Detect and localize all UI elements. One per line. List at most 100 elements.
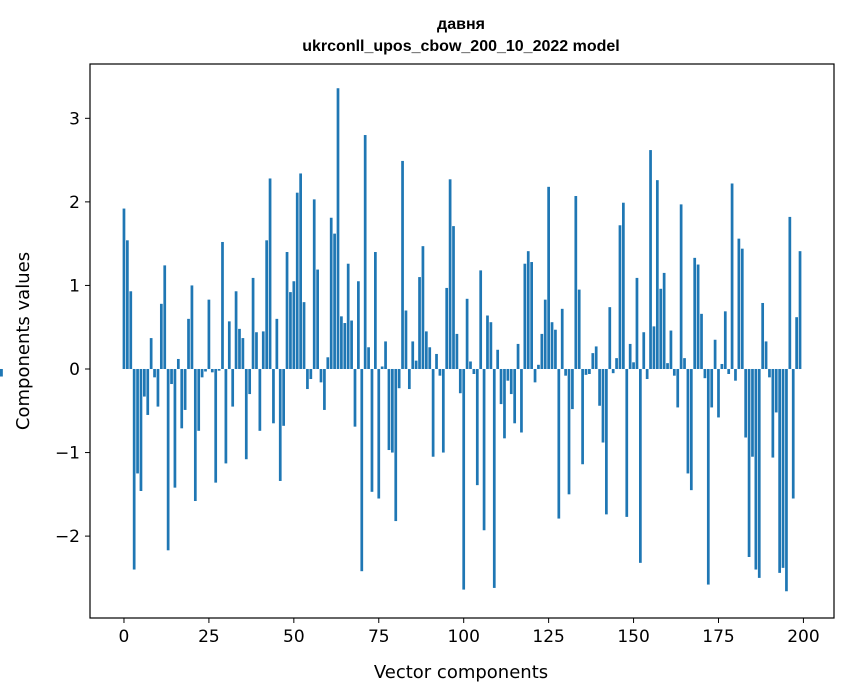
bar xyxy=(407,368,411,390)
y-tick-label: −1 xyxy=(55,444,80,464)
y-tick-label: −2 xyxy=(55,527,80,547)
bar xyxy=(166,368,170,551)
bar xyxy=(295,192,299,369)
bar xyxy=(445,287,449,369)
bar xyxy=(740,248,744,369)
bar xyxy=(757,368,761,578)
bar xyxy=(448,179,452,369)
bar xyxy=(689,368,693,491)
bar xyxy=(285,252,289,369)
bar xyxy=(676,368,680,408)
bar xyxy=(686,368,690,474)
bar xyxy=(360,368,364,572)
bar xyxy=(703,368,707,379)
bar xyxy=(588,368,591,374)
bar xyxy=(343,323,347,369)
bar xyxy=(238,328,241,369)
bar xyxy=(312,199,316,369)
bar xyxy=(278,368,282,481)
bar xyxy=(391,368,394,453)
bar xyxy=(387,368,391,451)
bar xyxy=(224,368,228,464)
bar xyxy=(503,368,506,439)
bar xyxy=(217,368,221,371)
bar xyxy=(292,281,296,369)
bar xyxy=(204,368,207,372)
bar xyxy=(275,318,279,369)
bar xyxy=(139,368,143,491)
bar xyxy=(533,368,537,383)
bar xyxy=(713,339,717,369)
bar xyxy=(496,349,500,369)
bar xyxy=(554,329,557,369)
bar xyxy=(672,368,676,376)
y-tick-label: 0 xyxy=(69,360,80,380)
bar xyxy=(452,226,455,369)
bar xyxy=(435,353,438,369)
bar xyxy=(187,318,190,369)
bar xyxy=(771,368,775,458)
bar xyxy=(791,368,795,499)
x-tick-label: 50 xyxy=(283,627,305,647)
bar xyxy=(751,368,754,457)
bar xyxy=(611,368,615,374)
bar xyxy=(737,238,741,369)
bar xyxy=(340,316,343,369)
x-axis-ticks: 0 25 50 75 100 125 150 175 200 xyxy=(119,618,820,647)
bar xyxy=(659,288,663,369)
y-tick-label: 2 xyxy=(69,193,80,213)
bar xyxy=(329,217,333,369)
bar xyxy=(574,196,578,369)
y-tick-label: 1 xyxy=(69,276,80,296)
bar xyxy=(492,368,496,588)
bar xyxy=(411,341,415,369)
bar xyxy=(781,368,785,568)
bar xyxy=(180,368,184,429)
y-tick-label: 3 xyxy=(69,109,80,129)
bar xyxy=(146,368,150,415)
bar xyxy=(618,225,622,369)
bar xyxy=(683,358,686,369)
bar xyxy=(428,347,432,369)
bar xyxy=(550,322,554,369)
bar xyxy=(350,320,353,369)
bar xyxy=(649,150,652,369)
bar xyxy=(785,368,788,592)
chart-title-line2: ukrconll_upos_cbow_200_10_2022 model xyxy=(302,38,619,55)
bar xyxy=(581,368,584,465)
bar xyxy=(479,270,483,369)
bar xyxy=(384,341,387,369)
bar xyxy=(615,358,618,369)
bar xyxy=(380,366,384,369)
y-axis-ticks: −2 −1 0 1 2 3 xyxy=(55,109,90,547)
bar xyxy=(326,357,330,369)
bar xyxy=(149,338,153,369)
bar xyxy=(717,368,720,418)
bar xyxy=(523,263,527,369)
bar xyxy=(598,368,601,406)
x-axis-label: Vector components xyxy=(374,662,548,683)
bar xyxy=(520,368,523,433)
bar xyxy=(404,310,408,369)
bar xyxy=(605,368,608,515)
bar xyxy=(414,360,418,369)
bar xyxy=(241,338,245,369)
bar xyxy=(244,368,248,460)
bar xyxy=(696,264,700,369)
bar xyxy=(465,298,469,369)
bar xyxy=(727,368,731,374)
bar xyxy=(540,333,544,369)
bar xyxy=(193,368,197,502)
bar xyxy=(761,302,765,369)
bar xyxy=(431,368,435,457)
bar xyxy=(584,368,588,375)
bar xyxy=(788,216,792,369)
bar xyxy=(418,277,421,369)
bar xyxy=(666,363,669,369)
bar xyxy=(438,368,442,376)
bar xyxy=(282,368,285,426)
bar xyxy=(227,321,231,369)
bar xyxy=(557,368,561,519)
bar xyxy=(421,246,425,369)
